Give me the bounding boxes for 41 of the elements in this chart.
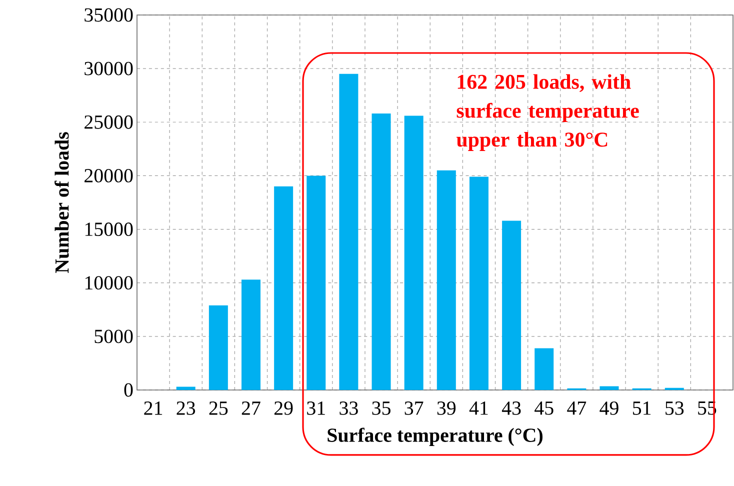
y-tick-label: 5000 <box>94 330 133 344</box>
x-tick-label: 51 <box>633 402 651 415</box>
bar <box>208 305 228 390</box>
x-tick-label: 21 <box>144 402 162 415</box>
x-tick-label: 31 <box>307 402 325 415</box>
x-tick-label: 45 <box>534 402 554 415</box>
bar <box>534 348 554 390</box>
x-tick-label: 47 <box>567 402 586 415</box>
y-tick-label: 0 <box>124 383 133 397</box>
x-tick-label: 25 <box>209 402 228 415</box>
x-tick-label: 49 <box>600 402 618 415</box>
x-tick-label: 39 <box>437 402 456 415</box>
y-axis-title: Number of loads <box>54 132 69 273</box>
x-tick-label: 27 <box>242 402 260 415</box>
x-tick-label: 53 <box>666 402 684 415</box>
bar <box>469 176 488 390</box>
bar <box>306 176 326 390</box>
annotation: 162 205 loads, with surface temperature upper than 30°C <box>456 74 639 151</box>
bar <box>339 74 358 390</box>
bar <box>404 116 424 390</box>
x-tick-label: 35 <box>372 402 390 415</box>
x-tick-label: 29 <box>274 402 293 415</box>
x-axis-title: Surface temperature (°C) <box>328 428 542 446</box>
x-tick-label: 23 <box>176 402 196 415</box>
bar <box>436 170 456 390</box>
y-tick-label: 15000 <box>85 222 133 236</box>
x-tick-label: 33 <box>340 402 358 415</box>
bar <box>502 220 522 390</box>
x-tick-label: 41 <box>469 402 488 415</box>
y-tick-label: 25000 <box>84 115 133 129</box>
y-tick-label: 30000 <box>84 62 133 76</box>
y-tick-label: 20000 <box>84 168 133 182</box>
bar <box>242 280 260 390</box>
bar <box>372 114 391 390</box>
bar <box>600 386 619 390</box>
x-tick-label: 43 <box>502 402 521 415</box>
bar <box>274 186 294 390</box>
y-tick-label: 35000 <box>84 8 133 22</box>
bar <box>176 386 196 390</box>
x-tick-label: 37 <box>404 402 424 415</box>
y-tick-label: 10000 <box>85 276 133 290</box>
